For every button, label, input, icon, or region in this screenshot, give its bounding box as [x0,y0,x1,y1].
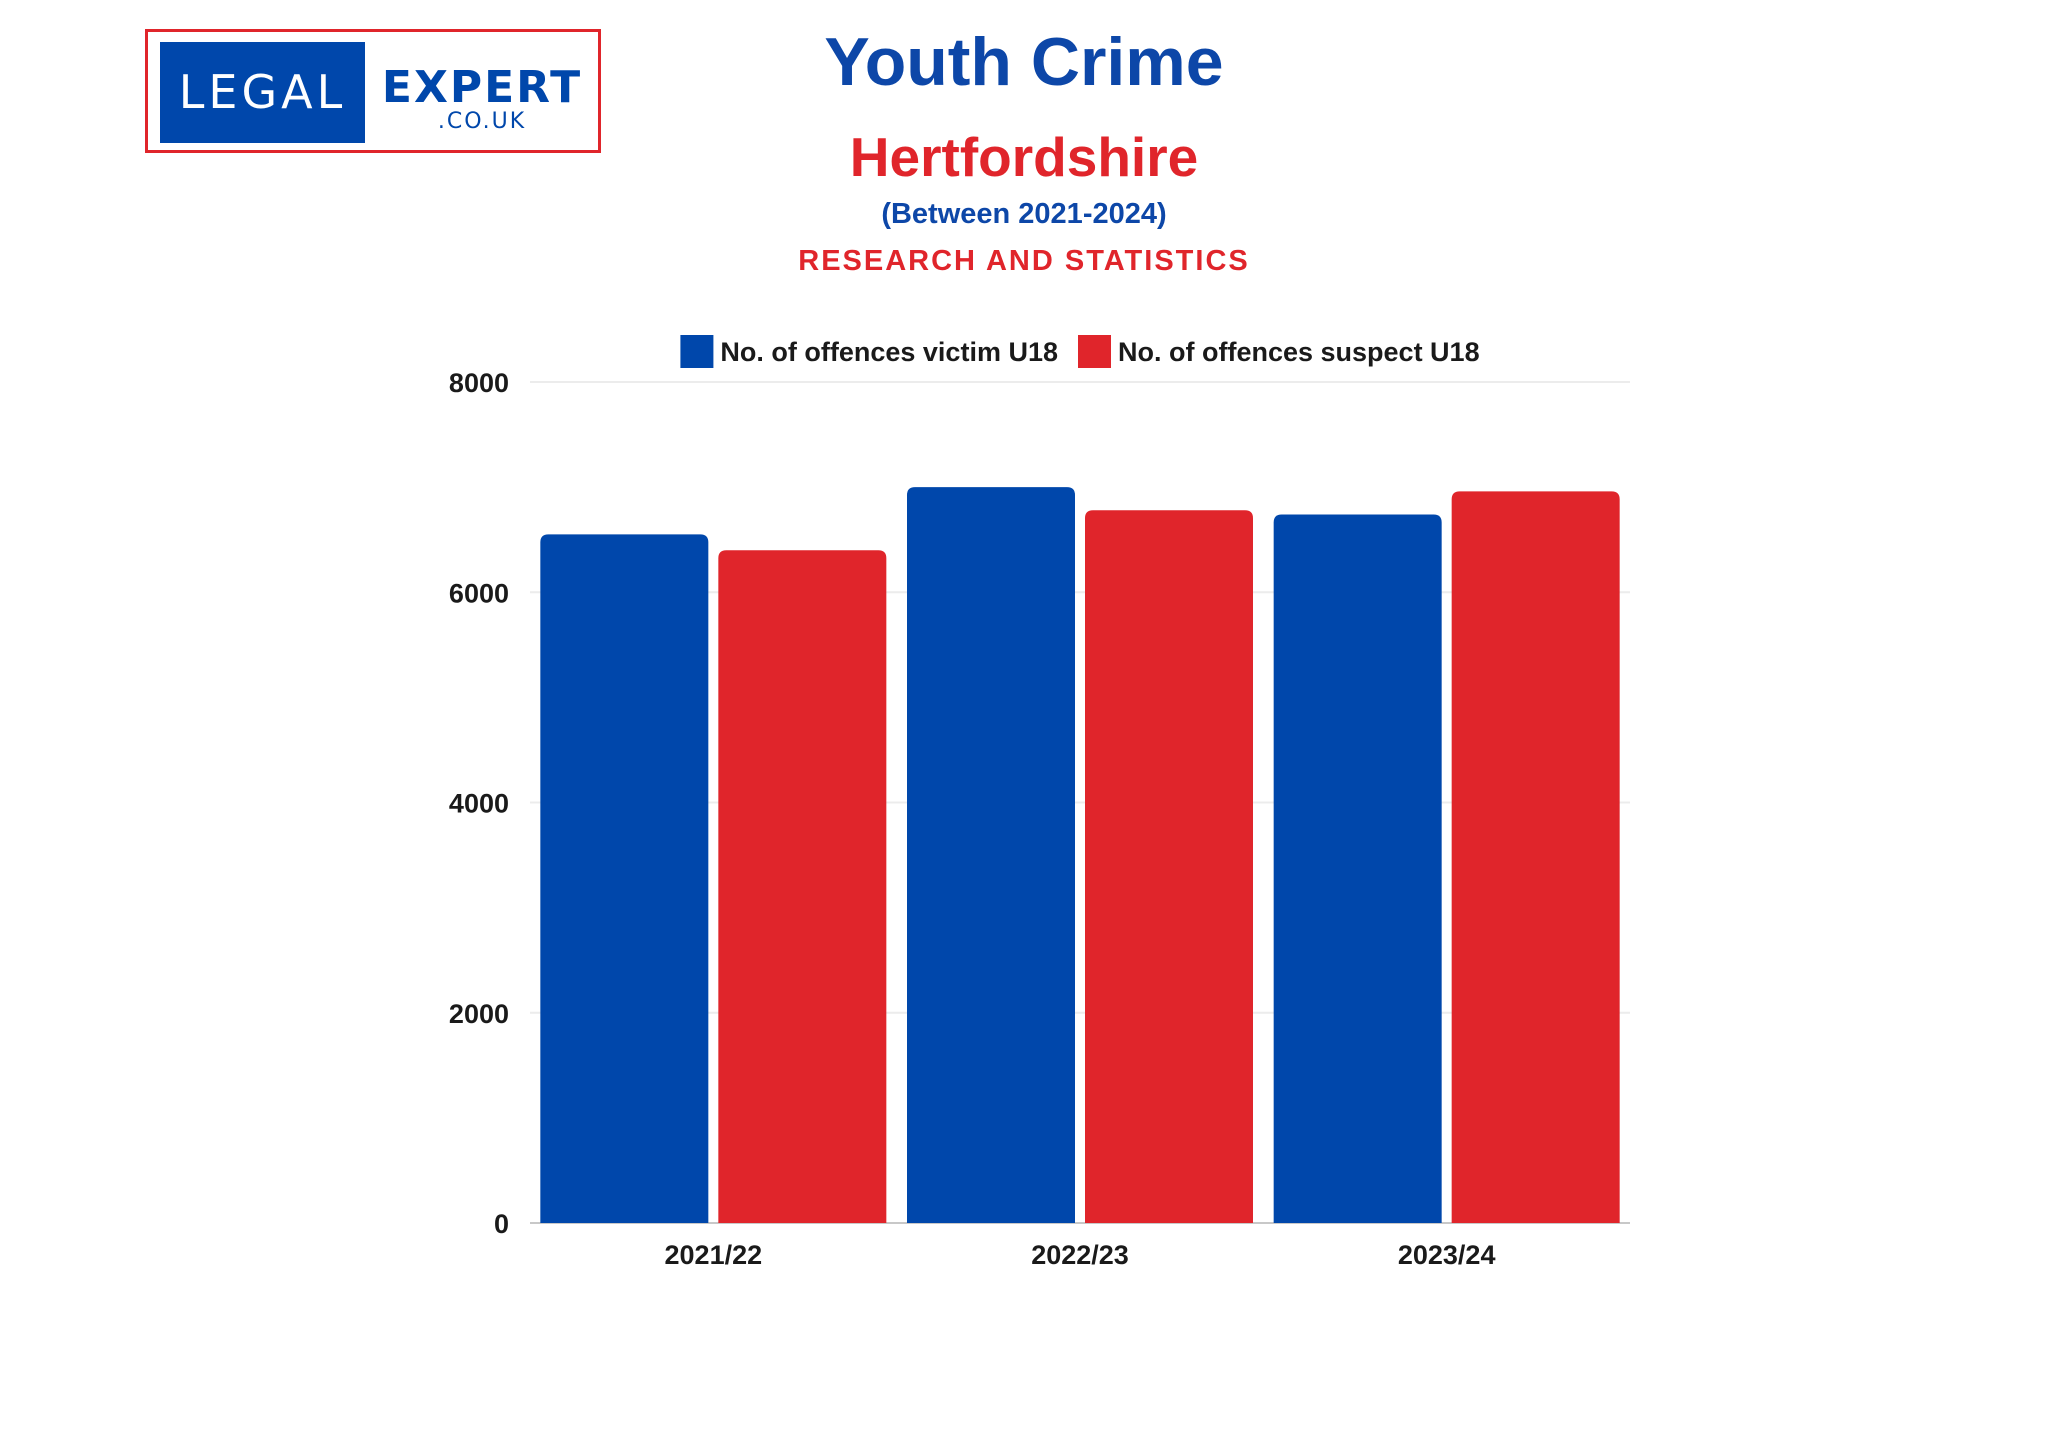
bar-victim-2021-22 [540,534,709,1223]
y-tick-label: 4000 [449,789,509,819]
x-category-label: 2023/24 [1398,1240,1496,1270]
chart-legend: No. of offences victim U18 No. of offence… [680,335,1480,368]
legend-label-suspect: No. of offences suspect U18 [1118,337,1480,367]
tagline: RESEARCH AND STATISTICS [798,245,1250,277]
page-title: Youth Crime [824,24,1224,100]
x-category-label: 2021/22 [665,1240,763,1270]
chart-grid [530,381,1630,1224]
legend-swatch-suspect [1078,335,1111,368]
period-label: (Between 2021-2024) [881,198,1167,230]
page-subtitle: Hertfordshire [849,126,1199,188]
y-tick-label: 6000 [449,578,509,608]
logo: LEGAL EXPERT .CO.UK [145,29,601,153]
bar-victim-2023-24 [1273,514,1442,1223]
y-tick-label: 8000 [449,368,509,398]
bar-suspect-2022-23 [1085,510,1253,1223]
legend-swatch-victim [680,335,714,368]
x-axis-labels: 2021/22 2022/23 2023/24 [665,1240,1496,1270]
logo-right-panel: EXPERT .CO.UK [376,42,588,143]
y-tick-label: 0 [494,1209,509,1239]
y-tick-label: 2000 [449,999,509,1029]
logo-expert-text: EXPERT [381,62,583,113]
bar-suspect-2023-24 [1451,491,1620,1224]
logo-domain-text: .CO.UK [437,109,527,134]
bar-suspect-2021-22 [718,550,887,1223]
x-category-label: 2022/23 [1031,1240,1129,1270]
chart-bars [540,487,1620,1224]
logo-left-panel: LEGAL [160,42,365,143]
legend-label-victim: No. of offences victim U18 [720,337,1058,367]
bar-victim-2022-23 [907,487,1075,1223]
y-axis-ticks: 0 2000 4000 6000 8000 [449,368,509,1239]
